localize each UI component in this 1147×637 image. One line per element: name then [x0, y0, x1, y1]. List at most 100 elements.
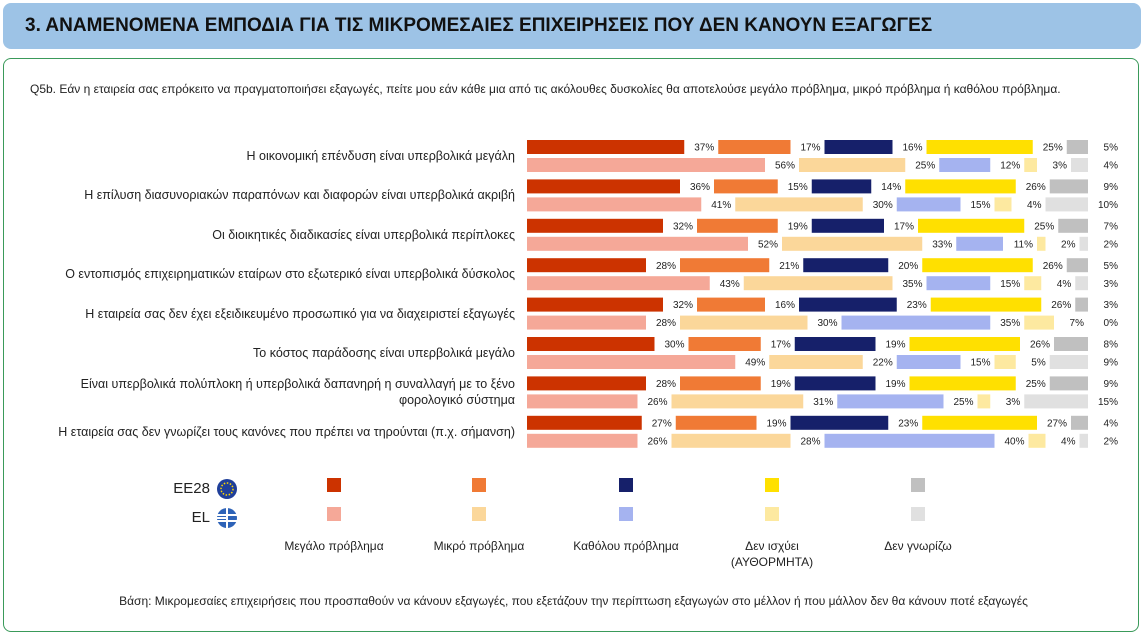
bar-segment — [1079, 236, 1088, 251]
greek-flag-cross — [217, 508, 237, 528]
value-label: 35% — [1000, 318, 1020, 329]
bar-segment — [896, 355, 961, 369]
value-label: 16% — [902, 143, 922, 154]
bar-segment — [697, 297, 765, 312]
value-label: 12% — [1000, 161, 1020, 172]
value-label: 19% — [771, 379, 791, 390]
value-label: 4% — [1061, 436, 1076, 447]
value-label: 28% — [656, 261, 676, 272]
legend-swatch — [765, 507, 779, 521]
value-label: 17% — [771, 340, 791, 351]
legend-swatch — [472, 507, 486, 521]
value-label: 41% — [711, 200, 731, 211]
bar-segment — [909, 376, 1016, 391]
bar-segment — [1049, 376, 1088, 391]
bar-segment — [769, 355, 863, 369]
value-label: 17% — [894, 221, 914, 232]
bar-segment — [922, 415, 1037, 430]
bar-segment — [956, 236, 1003, 251]
bar-segment — [527, 140, 685, 154]
value-label: 36% — [690, 182, 710, 193]
category-label: Η επίλυση διασυνοριακών παραπόνων και δι… — [84, 188, 515, 203]
value-label: 26% — [647, 397, 667, 408]
bar-segment — [688, 337, 761, 351]
value-label: 21% — [779, 261, 799, 272]
bar-segment — [1024, 276, 1042, 291]
bar-segment — [527, 415, 642, 430]
legend-swatch — [911, 507, 925, 521]
value-label: 15% — [788, 182, 808, 193]
category-label: Το κόστος παράδοσης είναι υπερβολικά μεγ… — [253, 346, 515, 360]
bar-segment — [527, 394, 638, 409]
bar-segment — [527, 158, 765, 172]
value-label: 40% — [1004, 436, 1024, 447]
category-label: Η εταιρεία σας δεν έχει εξειδικευμένο πρ… — [85, 306, 515, 321]
value-label: 4% — [1057, 279, 1072, 290]
bar-segment — [743, 276, 893, 291]
bar-segment — [794, 376, 876, 391]
bar-segment — [841, 315, 991, 330]
question: Q5b. Εάν η εταιρεία σας επρόκειτο να πρα… — [30, 82, 1061, 96]
value-label: 8% — [1104, 340, 1119, 351]
bar-segment — [527, 337, 655, 351]
value-label: 19% — [788, 221, 808, 232]
legend-swatch — [472, 478, 486, 492]
value-label: 4% — [1104, 418, 1119, 429]
value-label: 9% — [1104, 182, 1119, 193]
legend-swatch — [765, 478, 779, 492]
value-label: 19% — [766, 418, 786, 429]
value-label: 15% — [1098, 397, 1118, 408]
bar-segment — [926, 140, 1033, 154]
legend-group-label: EE28 — [173, 480, 210, 497]
bar-segment — [811, 218, 884, 233]
value-label: 5% — [1031, 358, 1046, 369]
value-label: 2% — [1061, 239, 1076, 250]
bar-segment — [977, 394, 991, 409]
value-label: 3% — [1104, 279, 1119, 290]
bar-segment — [671, 394, 804, 409]
bar-segment — [527, 218, 663, 233]
bar-segment — [1024, 315, 1054, 330]
value-label: 5% — [1104, 143, 1119, 154]
bar-segment — [1066, 258, 1088, 273]
category-label: Η εταιρεία σας δεν γνωρίζει τους κανόνες… — [58, 424, 515, 439]
value-label: 0% — [1104, 318, 1119, 329]
bar-segment — [1037, 236, 1046, 251]
legend-swatch — [327, 507, 341, 521]
value-label: 3% — [1006, 397, 1021, 408]
bar-segment — [527, 297, 663, 312]
bar-segment — [1054, 337, 1088, 351]
bar-segment — [1075, 276, 1088, 291]
bar-segment — [671, 433, 791, 448]
value-label: 20% — [898, 261, 918, 272]
category-label: Είναι υπερβολικά πολύπλοκη ή υπερβολικά … — [80, 377, 515, 408]
bar-segment — [926, 276, 991, 291]
bar-segment — [527, 197, 702, 212]
legend-swatch — [619, 507, 633, 521]
eu-stars — [220, 482, 234, 496]
eu-flag — [217, 479, 237, 499]
bar-segment — [790, 415, 889, 430]
bar-segment — [837, 394, 944, 409]
bar-segment — [527, 236, 748, 251]
value-label: 10% — [1098, 200, 1118, 211]
value-label: 28% — [656, 379, 676, 390]
bar-segment — [714, 179, 778, 194]
legend-label: Δεν γνωρίζω — [884, 539, 952, 553]
bar-segment — [1049, 179, 1088, 194]
bar-segment — [1075, 297, 1088, 312]
value-label: 30% — [664, 340, 684, 351]
value-label: 26% — [1043, 261, 1063, 272]
bar-segment — [905, 179, 1016, 194]
value-label: 15% — [970, 200, 990, 211]
bar-segment — [794, 337, 876, 351]
bar-segment — [909, 337, 1020, 351]
footnote: Βάση: Μικρομεσαίες επιχειρήσεις που προσ… — [119, 594, 1028, 608]
value-label: 4% — [1104, 161, 1119, 172]
value-label: 28% — [656, 318, 676, 329]
bar-segment — [680, 376, 761, 391]
bar-segment — [1024, 394, 1088, 409]
value-label: 3% — [1104, 300, 1119, 311]
value-label: 3% — [1053, 161, 1068, 172]
